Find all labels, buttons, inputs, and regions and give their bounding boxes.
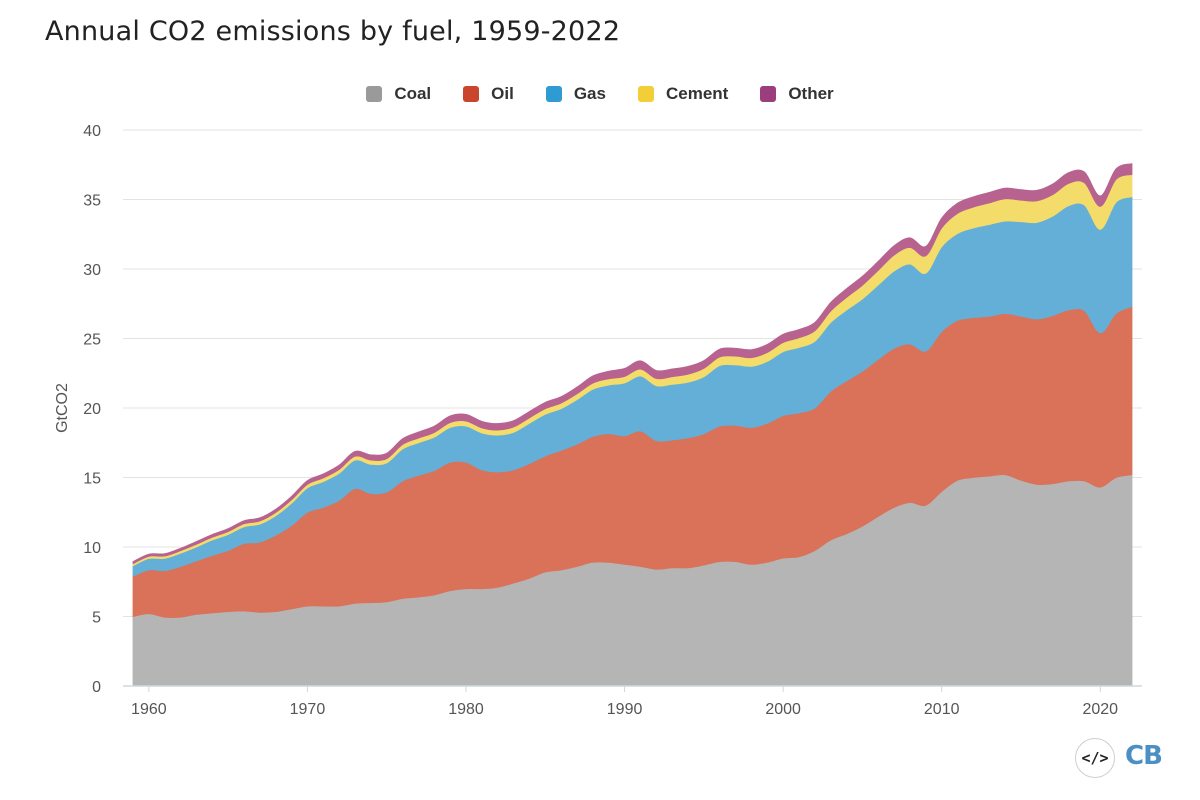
legend-item-gas[interactable]: Gas [545,84,606,104]
area-other [132,163,1133,565]
y-tick-label: 25 [83,332,101,349]
code-icon: </> [1081,749,1109,767]
legend-item-oil[interactable]: Oil [463,84,514,104]
legend-item-cement[interactable]: Cement [637,84,729,104]
y-tick-label: 35 [83,193,101,210]
y-tick-label: 10 [83,540,101,557]
y-axis-label: GtCO2 [54,383,71,433]
legend-label: Other [788,84,834,103]
legend-label: Cement [665,84,729,103]
legend-swatch [637,86,654,102]
legend-label: Coal [394,84,432,103]
y-tick-label: 5 [92,610,101,627]
x-tick-label: 2000 [765,701,801,718]
legend-item-other[interactable]: Other [760,84,834,104]
y-tick-label: 40 [83,123,101,140]
y-tick-label: 20 [83,401,101,418]
legend-swatch [760,86,777,102]
x-tick-label: 1970 [290,701,326,718]
legend-label: Oil [491,84,514,103]
x-tick-label: 2010 [924,701,960,718]
y-tick-label: 0 [92,679,101,696]
legend-label: Gas [573,84,606,103]
x-tick-label: 2020 [1082,701,1118,718]
carbon-brief-logo: CB [1125,741,1163,771]
y-tick-label: 15 [83,471,101,488]
chart-title: Annual CO2 emissions by fuel, 1959-2022 [45,16,621,47]
x-tick-label: 1980 [448,701,484,718]
x-tick-label: 1960 [131,701,167,718]
legend-swatch [463,86,480,102]
y-tick-label: 30 [83,262,101,279]
chart-legend: Coal Oil Gas Cement Other [0,84,1200,104]
legend-swatch [545,86,562,102]
x-tick-label: 1990 [607,701,643,718]
legend-swatch [366,86,383,102]
legend-item-coal[interactable]: Coal [366,84,431,104]
embed-code-button[interactable]: </> [1075,738,1115,778]
